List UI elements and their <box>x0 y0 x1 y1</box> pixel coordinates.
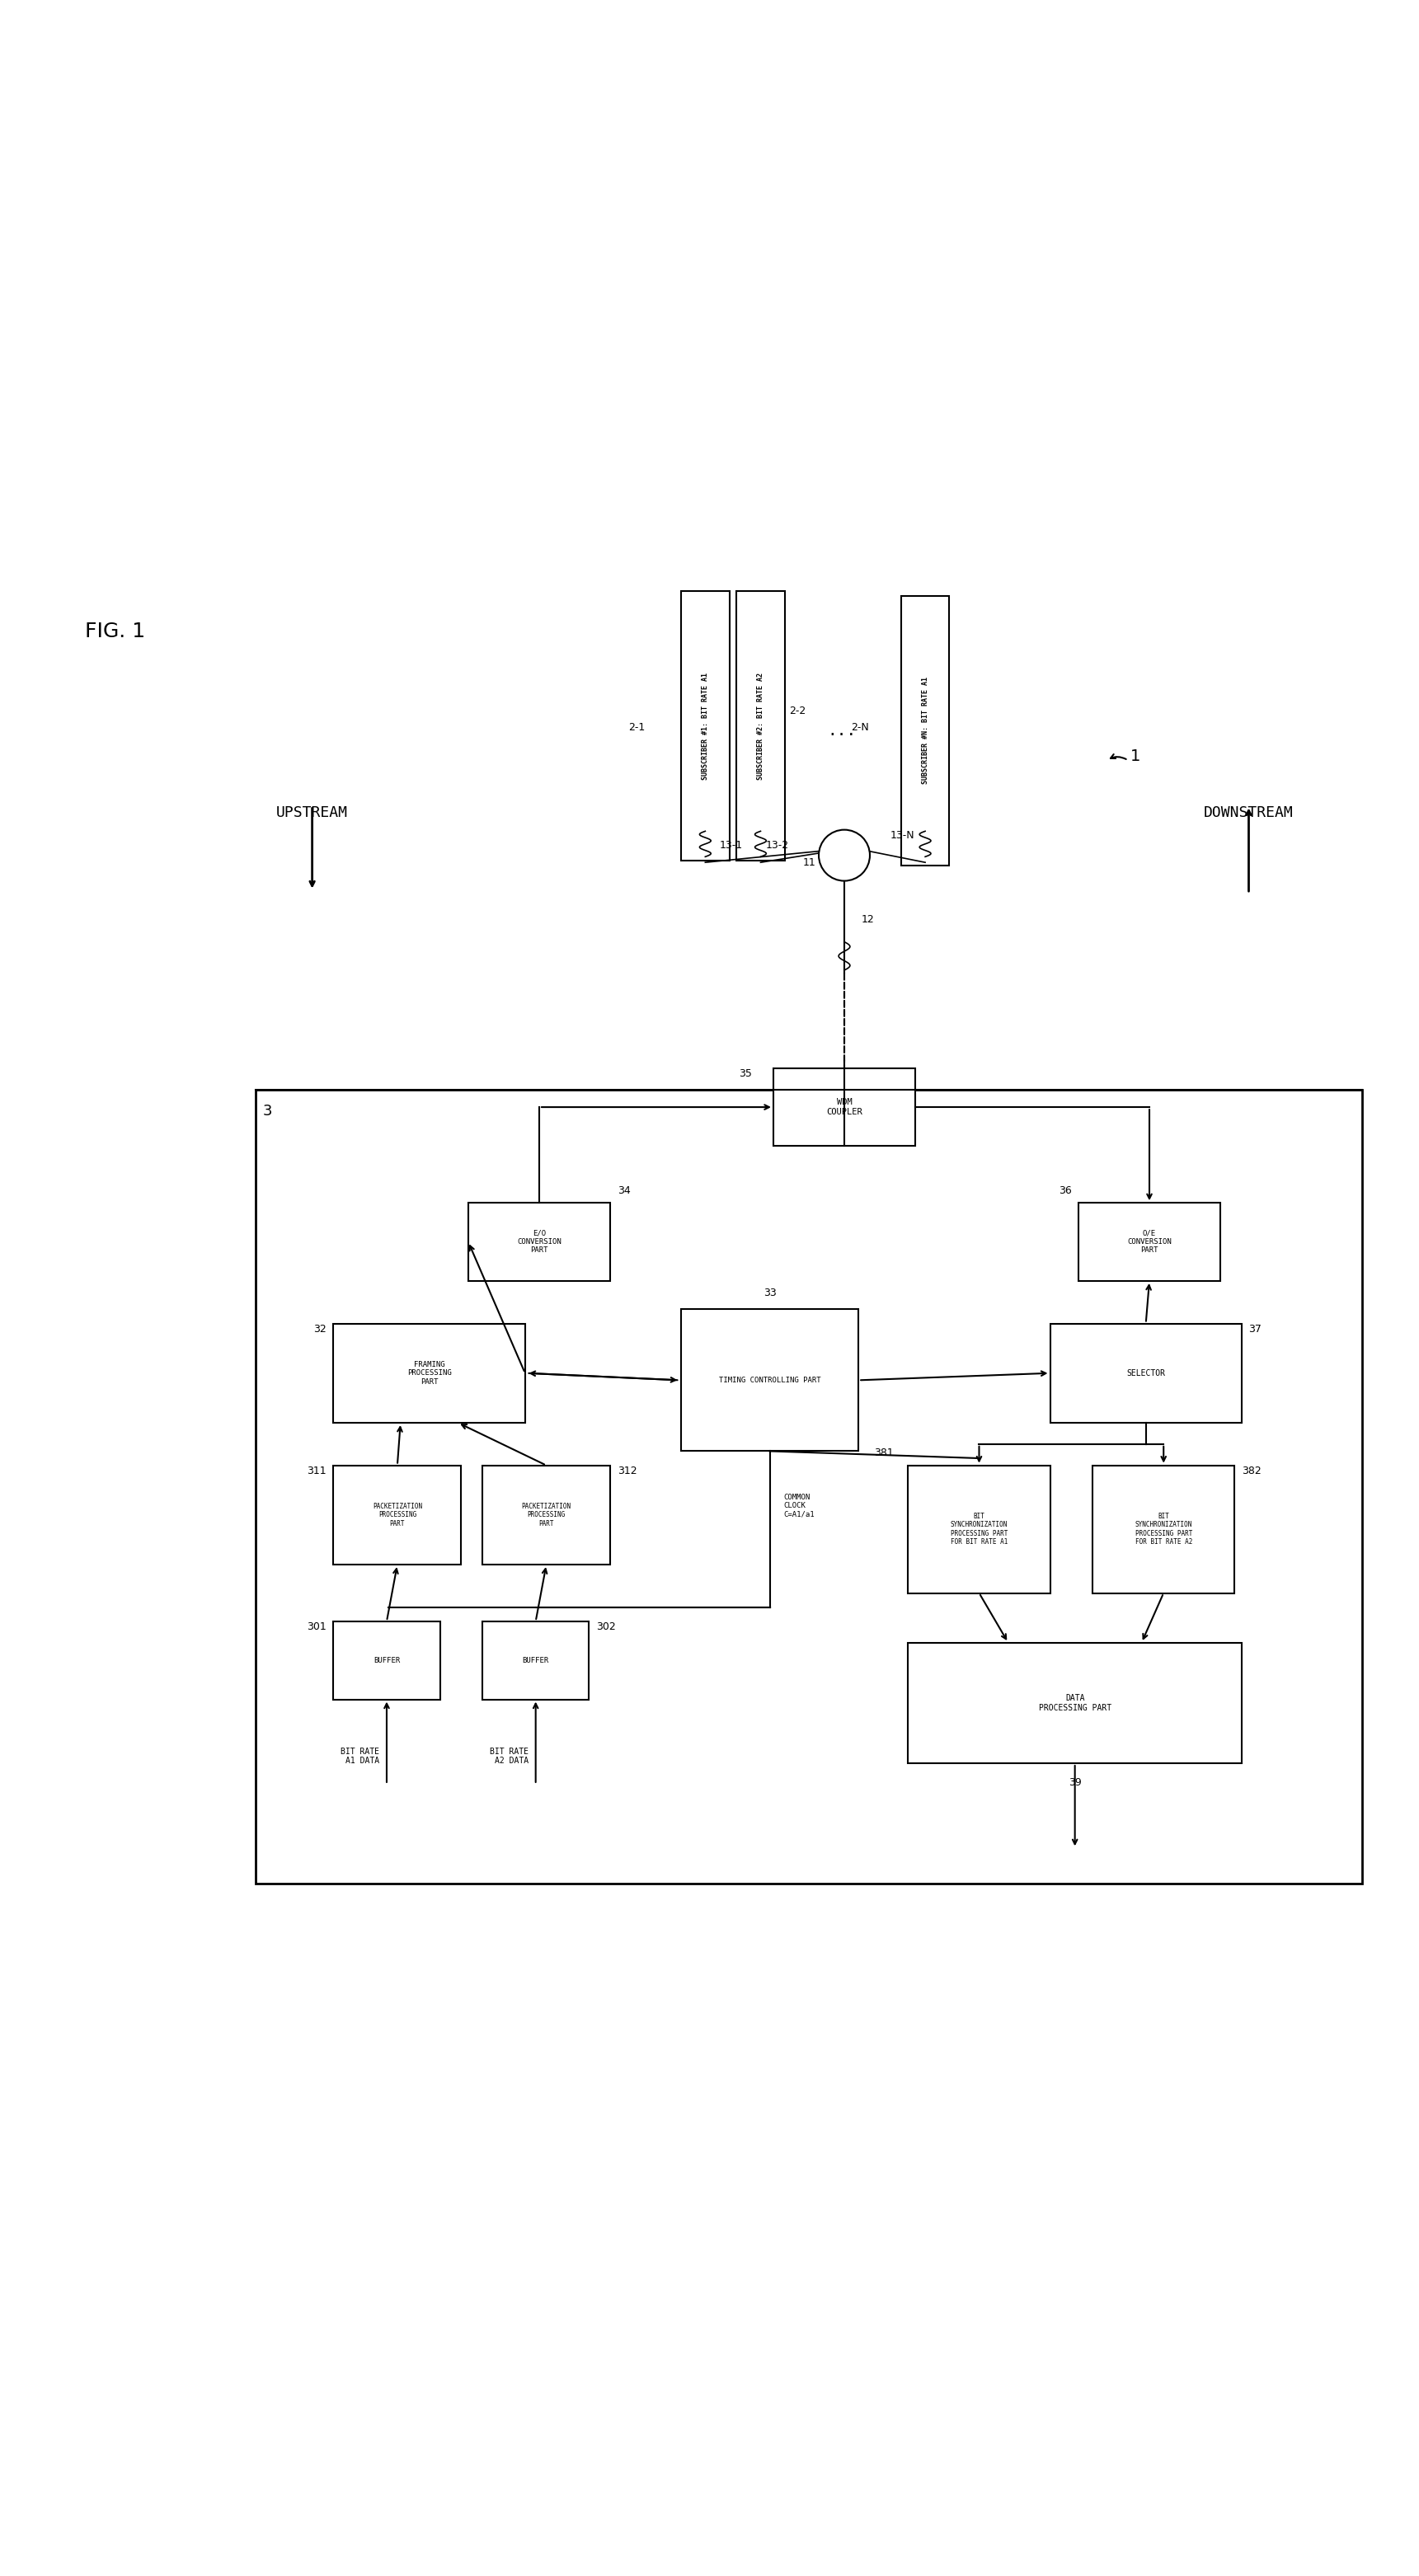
Text: BUFFER: BUFFER <box>522 1656 549 1664</box>
Text: 39: 39 <box>1069 1777 1081 1788</box>
Text: 12: 12 <box>861 914 874 925</box>
FancyBboxPatch shape <box>333 1466 461 1564</box>
Text: SELECTOR: SELECTOR <box>1127 1368 1165 1378</box>
FancyBboxPatch shape <box>773 1069 915 1146</box>
Text: UPSTREAM: UPSTREAM <box>277 806 348 819</box>
Text: BIT RATE
A2 DATA: BIT RATE A2 DATA <box>490 1747 528 1765</box>
Text: TIMING CONTROLLING PART: TIMING CONTROLLING PART <box>719 1376 820 1383</box>
Text: 2-2: 2-2 <box>789 706 806 716</box>
FancyBboxPatch shape <box>1093 1466 1235 1592</box>
Text: 312: 312 <box>617 1466 637 1476</box>
Text: 301: 301 <box>307 1620 326 1633</box>
Text: 32: 32 <box>314 1324 326 1334</box>
FancyBboxPatch shape <box>681 1309 858 1450</box>
Text: 35: 35 <box>739 1069 752 1079</box>
Text: DOWNSTREAM: DOWNSTREAM <box>1203 806 1294 819</box>
Text: SUBSCRIBER #1: BIT RATE A1: SUBSCRIBER #1: BIT RATE A1 <box>701 672 710 781</box>
Text: 36: 36 <box>1059 1185 1071 1195</box>
Bar <box>736 592 785 860</box>
Text: SUBSCRIBER #2: BIT RATE A2: SUBSCRIBER #2: BIT RATE A2 <box>756 672 765 781</box>
FancyBboxPatch shape <box>908 1643 1242 1762</box>
Bar <box>901 595 949 866</box>
Text: DATA
PROCESSING PART: DATA PROCESSING PART <box>1039 1695 1111 1713</box>
Text: BUFFER: BUFFER <box>373 1656 400 1664</box>
Text: BIT
SYNCHRONIZATION
PROCESSING PART
FOR BIT RATE A1: BIT SYNCHRONIZATION PROCESSING PART FOR … <box>951 1512 1007 1546</box>
FancyBboxPatch shape <box>1078 1203 1220 1280</box>
Bar <box>681 592 729 860</box>
Text: ...: ... <box>827 724 856 739</box>
FancyBboxPatch shape <box>482 1620 589 1700</box>
Text: 34: 34 <box>617 1185 630 1195</box>
Text: 302: 302 <box>596 1620 616 1633</box>
Text: 311: 311 <box>307 1466 326 1476</box>
Text: SUBSCRIBER #N: BIT RATE A1: SUBSCRIBER #N: BIT RATE A1 <box>921 677 929 783</box>
Text: BIT
SYNCHRONIZATION
PROCESSING PART
FOR BIT RATE A2: BIT SYNCHRONIZATION PROCESSING PART FOR … <box>1135 1512 1192 1546</box>
Bar <box>255 1090 1362 1883</box>
Text: 382: 382 <box>1242 1466 1261 1476</box>
Text: 13-2: 13-2 <box>766 840 789 850</box>
Text: 1: 1 <box>1130 747 1141 765</box>
Text: WDM
COUPLER: WDM COUPLER <box>826 1097 863 1115</box>
FancyBboxPatch shape <box>468 1203 610 1280</box>
Text: 3: 3 <box>263 1103 272 1118</box>
Text: 13-N: 13-N <box>890 829 915 842</box>
Text: FRAMING
PROCESSING
PART: FRAMING PROCESSING PART <box>407 1360 451 1386</box>
FancyBboxPatch shape <box>908 1466 1050 1592</box>
Circle shape <box>819 829 870 881</box>
Text: E/O
CONVERSION
PART: E/O CONVERSION PART <box>517 1229 562 1255</box>
FancyBboxPatch shape <box>1050 1324 1242 1422</box>
Text: O/E
CONVERSION
PART: O/E CONVERSION PART <box>1127 1229 1172 1255</box>
Text: 2-N: 2-N <box>851 721 870 734</box>
Text: BIT RATE
A1 DATA: BIT RATE A1 DATA <box>341 1747 379 1765</box>
Text: 33: 33 <box>763 1288 776 1298</box>
Text: 37: 37 <box>1249 1324 1261 1334</box>
Text: COMMON
CLOCK
C=A1/a1: COMMON CLOCK C=A1/a1 <box>783 1494 815 1517</box>
FancyBboxPatch shape <box>482 1466 610 1564</box>
Text: 13-1: 13-1 <box>719 840 742 850</box>
Text: PACKETIZATION
PROCESSING
PART: PACKETIZATION PROCESSING PART <box>522 1502 570 1528</box>
FancyBboxPatch shape <box>333 1324 525 1422</box>
Text: 381: 381 <box>874 1448 894 1458</box>
Text: FIG. 1: FIG. 1 <box>85 621 145 641</box>
Text: 11: 11 <box>803 858 816 868</box>
FancyBboxPatch shape <box>333 1620 440 1700</box>
Text: PACKETIZATION
PROCESSING
PART: PACKETIZATION PROCESSING PART <box>373 1502 421 1528</box>
Text: 2-1: 2-1 <box>629 721 646 734</box>
